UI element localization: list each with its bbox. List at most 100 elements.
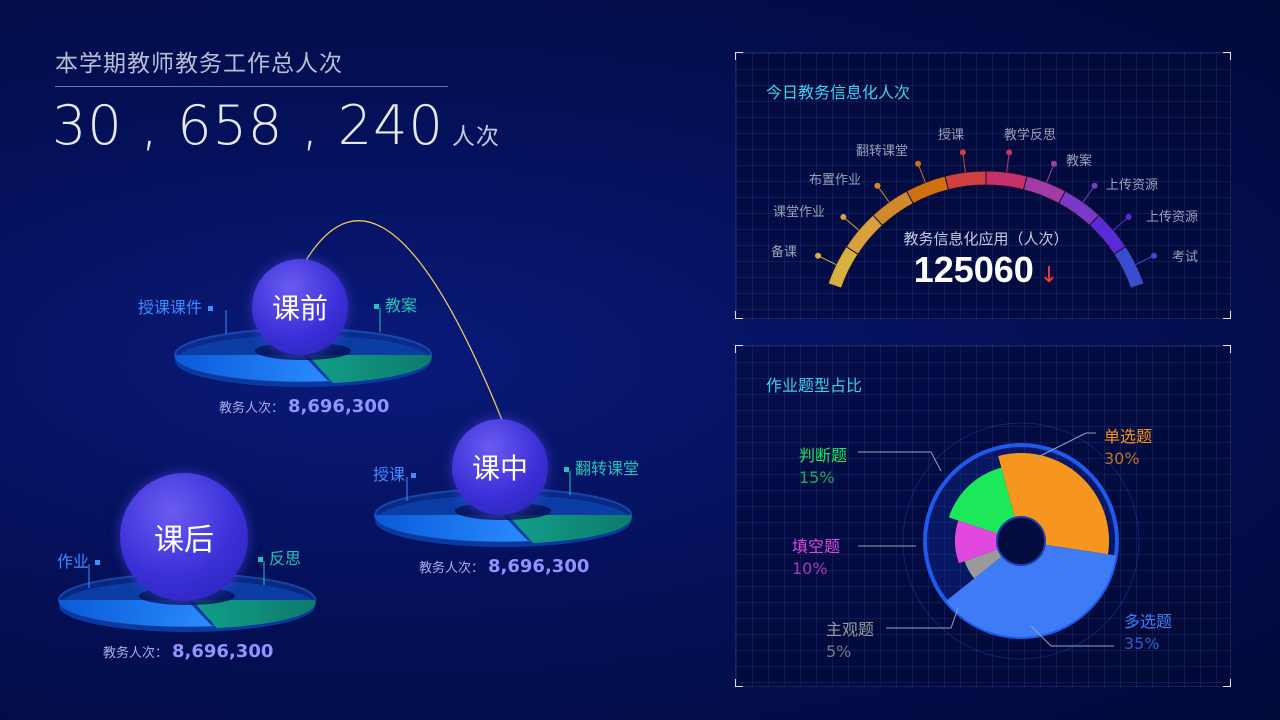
phase-count: 教务人次： 8,696,300 (219, 396, 389, 417)
gauge-label: 课堂作业 (773, 205, 826, 220)
square-icon (411, 473, 417, 478)
page-title: 本学期教师教务工作总人次 (55, 51, 343, 77)
flow-arc (304, 220, 503, 421)
square-icon (564, 467, 569, 472)
pie-leader (1030, 625, 1114, 647)
pie-label: 填空题 (792, 537, 841, 556)
phase-sphere[interactable]: 课后 (120, 473, 248, 601)
pie-label: 主观题 (826, 620, 875, 639)
gauge-center-label: 教务信息化应用（人次） (903, 230, 1069, 248)
phase-sphere[interactable]: 课中 (452, 419, 548, 515)
gauge-segment (905, 175, 950, 205)
gauge-segment (1058, 190, 1100, 227)
phase-name: 课后 (154, 523, 214, 558)
pie-percent: 10% (792, 559, 828, 578)
gauge-label: 授课 (938, 128, 965, 143)
gauge-segment (1022, 175, 1067, 205)
gauge-leader (1082, 185, 1095, 203)
pie-label: 判断题 (799, 446, 848, 465)
gauge-dot (1006, 149, 1013, 156)
gauge-dot (1150, 252, 1157, 259)
gauge-segment (872, 190, 914, 227)
gauge-dot (815, 252, 822, 259)
gauge-dot (874, 182, 881, 189)
pie-percent: 30% (1104, 449, 1140, 468)
phase-count: 教务人次： 8,696,300 (103, 641, 273, 662)
pie-panel: 作业题型占比 单选题 30% 多选题 35% 主观题 5% 填空题 10% 判断题 15% (735, 345, 1231, 687)
total-value: 30 , 658 , 240 (52, 94, 444, 157)
gauge-segment (1088, 214, 1127, 255)
gauge-label: 考试 (1172, 250, 1199, 265)
right-legend: 教案 (368, 292, 417, 316)
gauge-dot (840, 214, 847, 221)
right-legend: 翻转课堂 (558, 455, 639, 479)
pie-leader (1035, 432, 1096, 459)
gauge-leader (1006, 152, 1010, 173)
phase-platforms (58, 220, 632, 632)
gauge-leader (917, 163, 926, 183)
gauge-label: 上传资源 (1106, 178, 1159, 193)
gauge-leader (877, 185, 890, 203)
pie-percent: 15% (799, 468, 835, 487)
platform-disk (58, 561, 316, 632)
outer-ring (902, 422, 1140, 660)
divider (55, 86, 448, 87)
gauge-chart (815, 149, 1157, 289)
right-legend-label: 反思 (269, 549, 302, 568)
count-value: 8,696,300 (288, 396, 390, 417)
pie-percent: 5% (826, 642, 852, 661)
square-icon (95, 560, 101, 565)
square-icon (258, 557, 263, 562)
pie-label: 单选题 (1104, 427, 1153, 446)
pie-slice[interactable] (946, 541, 1116, 637)
gauge-segment (845, 214, 884, 255)
phase-name: 课前 (271, 292, 328, 325)
gauge-leader (962, 152, 966, 173)
total-unit: 人次 (451, 124, 500, 150)
gauge-value: 125060 (913, 249, 1034, 290)
square-icon (208, 306, 214, 311)
gauge-segment (985, 170, 1028, 191)
count-label: 教务人次： (103, 646, 169, 661)
gauge-dot (1050, 160, 1057, 167)
count-label: 教务人次： (219, 401, 285, 416)
left-legend: 作业 (57, 548, 106, 572)
phase-sphere[interactable]: 课前 (252, 259, 348, 355)
gauge-label: 上传资源 (1146, 210, 1199, 225)
count-label: 教务人次： (419, 561, 485, 576)
right-legend: 反思 (252, 545, 301, 569)
gauge-label: 教学反思 (1004, 128, 1057, 143)
gauge-segment (944, 170, 987, 191)
arrow-down-icon: ↓ (1039, 263, 1059, 288)
pie-hole (996, 516, 1046, 566)
right-legend-label: 教案 (385, 296, 418, 315)
left-legend-label: 作业 (57, 552, 90, 571)
left-legend-label: 授课 (373, 465, 406, 484)
left-legend: 授课 (373, 461, 422, 485)
count-value: 8,696,300 (488, 556, 590, 577)
gauge-value-row: 125060 ↓ (886, 249, 1086, 291)
square-icon (374, 304, 379, 309)
gauge-dot (1091, 182, 1098, 189)
gauge-leader (817, 255, 837, 265)
gauge-dot (1125, 214, 1132, 221)
pie-label: 多选题 (1124, 612, 1173, 631)
gauge-label: 备课 (771, 245, 798, 260)
gauge-leader (843, 216, 859, 231)
gauge-segment (1113, 245, 1145, 289)
pie-percent: 35% (1124, 634, 1160, 653)
right-legend-label: 翻转课堂 (575, 459, 640, 478)
gauge-panel-title: 今日教务信息化人次 (766, 83, 911, 102)
pie-leader (886, 607, 959, 629)
left-legend: 授课课件 (138, 294, 219, 318)
gauge-panel: 今日教务信息化人次 备课 课堂作业 布置作业 翻转课堂 授课 教学反思 教案 上传资源 上传资源… (735, 52, 1231, 319)
pie-chart (858, 422, 1140, 660)
left-legend-label: 授课课件 (138, 298, 203, 317)
gauge-leader (1135, 255, 1155, 265)
total-count: 30 , 658 , 240 人次 (52, 94, 500, 157)
pie-panel-title: 作业题型占比 (766, 376, 863, 395)
pie-slice[interactable] (955, 520, 1021, 564)
count-value: 8,696,300 (172, 641, 274, 662)
phase-count: 教务人次： 8,696,300 (419, 556, 589, 577)
pie-slice[interactable] (948, 467, 1021, 541)
